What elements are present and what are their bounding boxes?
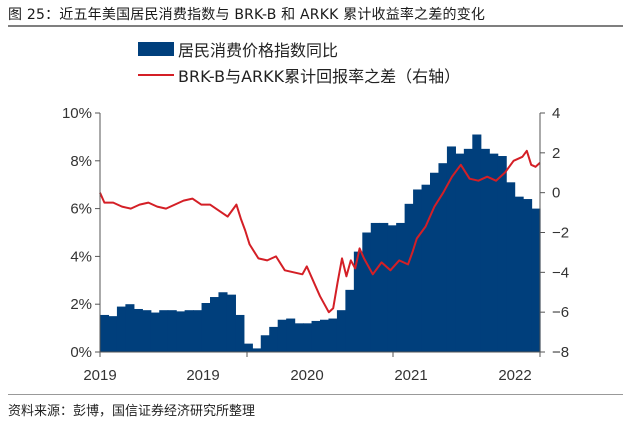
cpi-bar: [201, 303, 211, 352]
cpi-bar: [396, 222, 406, 352]
cpi-bar: [506, 182, 516, 352]
cpi-bar: [480, 148, 490, 352]
left-axis-tick-label: 4%: [70, 248, 92, 265]
right-axis-tick-label: −8: [552, 344, 569, 361]
cpi-bar: [421, 184, 431, 352]
title-divider: [8, 25, 623, 27]
left-axis-tick-label: 8%: [70, 153, 92, 170]
cpi-bar: [125, 304, 135, 352]
cpi-bar: [430, 172, 440, 352]
cpi-bar: [497, 156, 507, 352]
axes: 0% 2% 4% 6% 8% 10% −8 −6 −4 −2 0 2 4 2019 2019 2020 2021…: [62, 105, 569, 384]
cpi-bar: [277, 319, 287, 352]
cpi-bar: [523, 199, 533, 352]
cpi-bar: [379, 222, 389, 352]
chart-title: 图 25：近五年美国居民消费指数与 BRK-B 和 ARKK 累计收益率之差的变…: [8, 7, 486, 23]
right-axis-tick-label: 0: [552, 185, 560, 202]
cpi-bar: [345, 289, 355, 352]
cpi-bar: [210, 297, 220, 352]
cpi-bar: [142, 310, 152, 352]
cpi-bar: [159, 310, 169, 352]
x-axis-tick-label: 2019: [186, 367, 219, 384]
cpi-bar: [328, 318, 338, 352]
cpi-bar: [413, 189, 423, 352]
x-axis-tick-label: 2022: [498, 367, 531, 384]
x-axis-tick-label: 2019: [83, 367, 116, 384]
return-diff-polyline: [99, 149, 541, 314]
cpi-bars: [100, 134, 541, 352]
source-divider: [8, 394, 623, 395]
right-axis-tick-label: 2: [552, 145, 560, 162]
left-axis-tick-label: 6%: [70, 201, 92, 218]
cpi-bar: [311, 320, 321, 352]
cpi-bar: [193, 310, 203, 352]
bar-swatch-icon: [138, 42, 174, 56]
source-note: 资料来源：彭博，国信证券经济研究所整理: [8, 404, 256, 419]
right-axis-tick-label: −4: [552, 264, 569, 281]
legend-item-cpi: 居民消费价格指数同比: [138, 36, 460, 62]
x-axis-tick-label: 2020: [290, 367, 323, 384]
cpi-bar: [294, 323, 304, 352]
cpi-bar: [184, 310, 194, 352]
left-axis-tick-label: 0%: [70, 344, 92, 361]
cpi-bar: [489, 153, 499, 352]
cpi-bar: [370, 222, 380, 352]
cpi-bar: [218, 292, 228, 352]
cpi-bar: [320, 319, 330, 352]
legend-label-cpi: 居民消费价格指数同比: [178, 41, 339, 60]
cpi-bar: [269, 326, 279, 352]
cpi-bar: [463, 148, 473, 352]
cpi-bar: [150, 312, 160, 352]
cpi-bar: [133, 308, 143, 352]
legend-item-return-diff: BRK-B与ARKK累计回报率之差（右轴）: [138, 62, 460, 88]
cpi-bar: [100, 314, 110, 352]
cpi-bar: [438, 163, 448, 352]
cpi-bar: [336, 310, 346, 352]
cpi-bar: [353, 251, 363, 352]
cpi-bar: [260, 335, 270, 352]
cpi-bar: [108, 316, 118, 352]
cpi-bar: [472, 134, 482, 352]
cpi-bar: [176, 311, 186, 352]
right-axis-tick-label: 4: [552, 105, 560, 122]
cpi-bar: [446, 146, 456, 352]
x-axis-tick-label: 2021: [394, 367, 427, 384]
return-diff-line: [99, 149, 541, 314]
legend: 居民消费价格指数同比 BRK-B与ARKK累计回报率之差（右轴）: [138, 36, 460, 88]
cpi-bar: [531, 208, 541, 352]
cpi-bar: [362, 232, 372, 352]
cpi-bar: [455, 153, 465, 352]
left-axis-tick-label: 2%: [70, 296, 92, 313]
cpi-bar: [303, 323, 313, 352]
cpi-bar: [243, 343, 253, 352]
cpi-bar: [252, 348, 262, 352]
cpi-bar: [116, 306, 126, 352]
left-axis-tick-label: 10%: [62, 105, 92, 122]
cpi-bar: [286, 318, 296, 352]
cpi-bar: [235, 314, 245, 352]
right-axis-tick-label: −6: [552, 304, 569, 321]
legend-label-return-diff: BRK-B与ARKK累计回报率之差（右轴）: [178, 67, 461, 86]
cpi-bar: [387, 225, 397, 352]
cpi-bar: [226, 294, 236, 352]
right-axis-tick-label: −2: [552, 225, 569, 242]
cpi-bar: [404, 203, 414, 352]
cpi-bar: [514, 196, 524, 352]
cpi-bar: [167, 310, 177, 352]
line-swatch-icon: [138, 74, 174, 76]
